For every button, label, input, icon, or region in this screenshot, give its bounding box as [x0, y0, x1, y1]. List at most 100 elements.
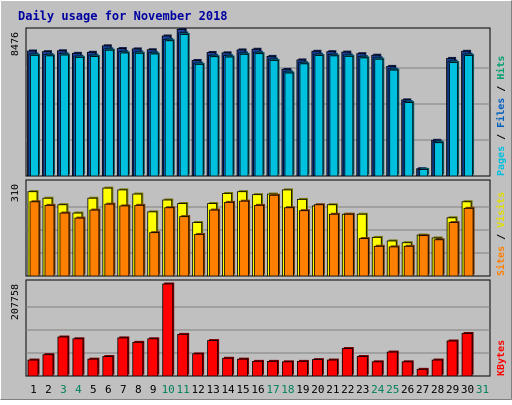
panel-y-label: KBytes: [496, 340, 507, 376]
bar-pages: [149, 53, 159, 177]
bar-sites: [254, 204, 264, 277]
bar-pages: [179, 34, 189, 177]
bar-pages: [434, 142, 444, 177]
day-label: 28: [431, 383, 444, 396]
day-label: 22: [341, 383, 354, 396]
bar-sites: [224, 201, 234, 277]
bar-pages: [224, 56, 234, 177]
bar-kbytes: [177, 333, 189, 377]
bar-pages: [104, 49, 114, 177]
bar-sites: [119, 205, 130, 277]
bar-kbytes: [132, 341, 144, 377]
bar-pages: [75, 57, 84, 177]
bar-pages: [239, 53, 249, 177]
bar-pages: [359, 57, 369, 177]
day-label: 2: [45, 383, 52, 396]
panel-max-label: 8476: [10, 32, 21, 56]
day-label: 9: [150, 383, 157, 396]
day-label: 10: [162, 383, 175, 396]
day-label: 15: [236, 383, 249, 396]
y-label-part: /: [496, 128, 507, 146]
bar-sites: [44, 204, 55, 277]
bar-sites: [74, 217, 85, 277]
bar-sites: [29, 201, 40, 277]
bar-kbytes: [282, 361, 293, 377]
day-label: 12: [192, 383, 205, 396]
day-label: 18: [281, 383, 294, 396]
bar-sites: [269, 194, 279, 277]
day-label: 16: [251, 383, 264, 396]
panel-max-label: 310: [10, 184, 21, 202]
day-label: 20: [311, 383, 324, 396]
day-label: 17: [266, 383, 279, 396]
chart-panels: 8476 Pages / Files / Hits 310 Sites / Visit…: [10, 27, 507, 377]
day-label: 25: [386, 383, 399, 396]
bar-sites: [358, 238, 369, 277]
bar-sites: [388, 246, 399, 277]
bar-kbytes: [27, 359, 39, 377]
bar-pages: [389, 69, 399, 177]
bar-pages: [209, 56, 219, 177]
y-label-part: /: [496, 80, 507, 98]
bar-sites: [448, 222, 459, 277]
day-labels: 1 2 3 4 5 6 7 8 9 10 11 12 13 14 15 16 17 18 19 20 21 22 23 24 2…: [30, 383, 489, 396]
bar-kbytes: [162, 283, 174, 377]
y-label-part: Files: [495, 98, 507, 128]
bar-kbytes: [72, 338, 84, 377]
bar-sites: [299, 210, 309, 277]
bar-pages: [45, 55, 54, 177]
bar-sites: [463, 207, 474, 277]
bar-pages: [89, 56, 99, 177]
bar-sites: [89, 209, 100, 277]
bar-pages: [404, 102, 414, 177]
bar-kbytes: [222, 357, 233, 377]
bar-kbytes: [416, 368, 428, 377]
bar-sites: [194, 234, 205, 277]
y-label-part: KBytes: [496, 340, 507, 376]
day-label: 3: [60, 383, 67, 396]
y-label-part: Pages: [496, 146, 507, 176]
day-label: 5: [90, 383, 97, 396]
bar-sites: [164, 207, 175, 277]
bar-kbytes: [341, 348, 353, 377]
bar-kbytes: [461, 333, 473, 377]
day-label: 27: [416, 383, 429, 396]
bar-sites: [373, 245, 384, 277]
bar-kbytes: [42, 354, 54, 377]
bar-kbytes: [311, 359, 323, 377]
chart-title: Daily usage for November 2018: [18, 9, 228, 23]
bar-kbytes: [102, 356, 114, 377]
bar-kbytes: [87, 358, 99, 377]
day-label: 19: [296, 383, 309, 396]
bar-kbytes: [147, 338, 159, 377]
bar-pages: [30, 54, 39, 177]
bar-sites: [403, 245, 414, 277]
bar-pages: [344, 55, 354, 177]
series-pages: [30, 32, 475, 177]
bar-pages: [60, 54, 69, 177]
day-label: 4: [75, 383, 82, 396]
bar-pages: [314, 55, 324, 177]
bar-kbytes: [57, 336, 69, 377]
day-label: 13: [206, 383, 219, 396]
bar-kbytes: [252, 360, 263, 377]
bar-sites: [328, 213, 339, 277]
day-label: 14: [221, 383, 235, 396]
bar-sites: [179, 216, 190, 277]
bar-kbytes: [207, 340, 219, 377]
bar-sites: [149, 232, 160, 277]
panel-visits_sites: 310 Sites / Visits: [10, 179, 507, 277]
y-label-part: Hits: [495, 56, 507, 80]
bar-kbytes: [431, 359, 443, 377]
day-label: 1: [30, 383, 37, 396]
bar-sites: [343, 213, 354, 277]
day-label: 7: [120, 383, 127, 396]
bar-kbytes: [267, 360, 278, 377]
panel-y-label: Pages / Files / Hits: [495, 56, 507, 176]
day-label: 29: [446, 383, 459, 396]
bar-sites: [418, 235, 429, 277]
bar-pages: [269, 60, 279, 177]
panel-y-label: Sites / Visits: [495, 192, 507, 276]
bar-sites: [239, 200, 249, 277]
bar-pages: [419, 169, 429, 177]
